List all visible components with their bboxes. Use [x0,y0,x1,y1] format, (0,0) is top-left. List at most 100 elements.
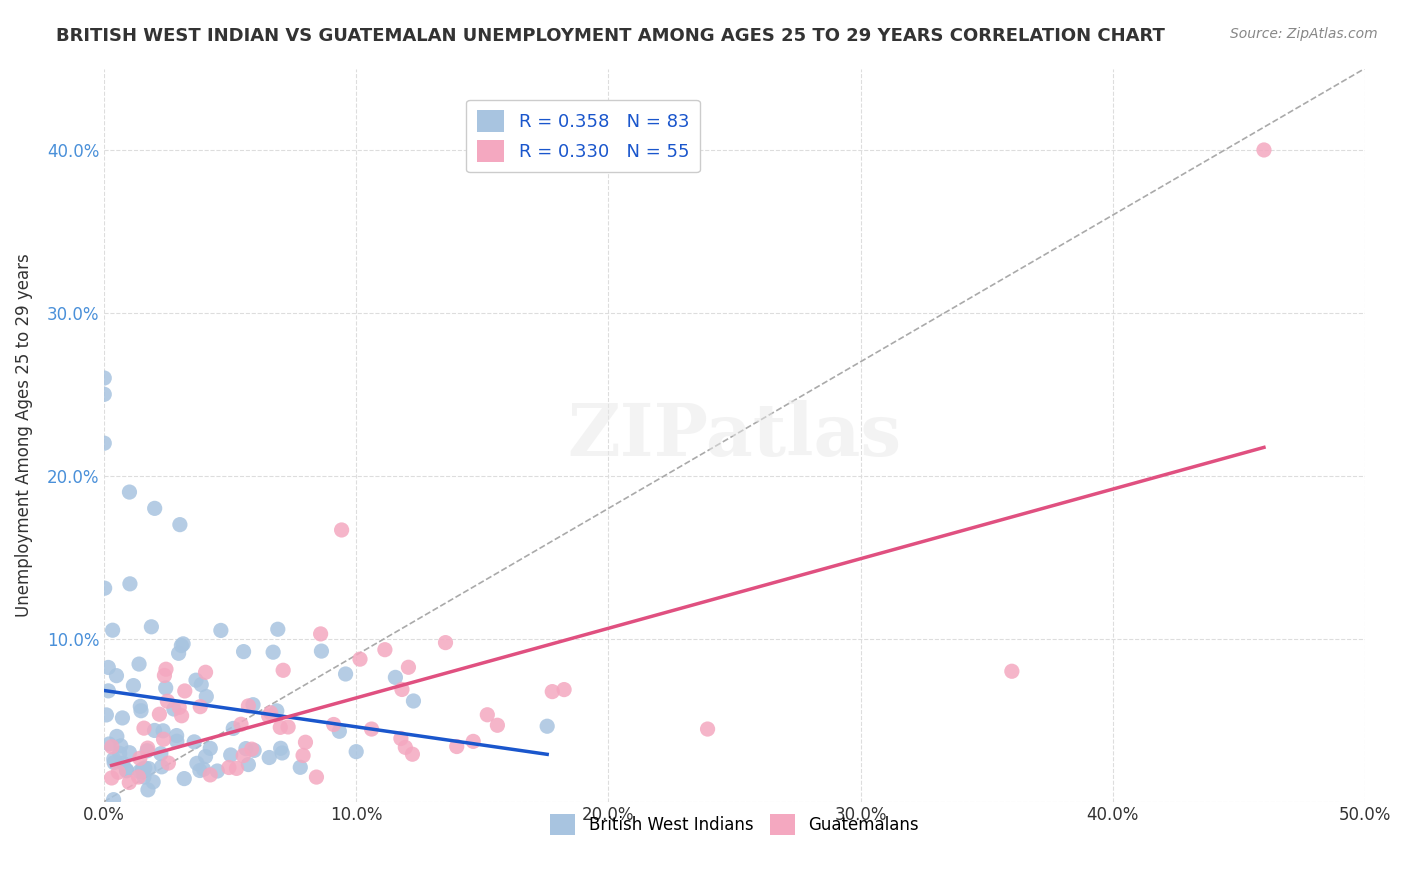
Point [155,681,177,695]
Point [266,704,288,718]
Point [322,717,344,731]
Point [128,770,150,784]
Point [101,624,124,638]
Point [153,668,176,682]
Point [360,722,382,736]
Point [434,635,457,649]
Point [155,662,177,676]
Point [238,698,260,713]
Point [132,721,155,735]
Point [225,761,247,775]
Point [118,746,141,760]
Point [536,719,558,733]
Point [294,735,316,749]
Point [110,739,132,753]
Point [541,684,564,698]
Point [553,682,575,697]
Point [269,720,291,734]
Point [391,682,413,697]
Point [152,723,174,738]
Point [257,709,280,723]
Point [111,711,134,725]
Point [194,665,217,680]
Point [156,694,179,708]
Point [271,663,294,677]
Point [207,764,229,778]
Point [257,750,280,764]
Point [166,734,188,748]
Point [183,735,205,749]
Point [186,756,208,771]
Point [128,764,150,779]
Point [101,739,124,754]
Point [486,718,509,732]
Point [170,708,193,723]
Point [401,747,423,762]
Point [267,622,290,636]
Point [330,523,353,537]
Point [335,667,357,681]
Point [229,717,252,731]
Point [446,739,468,754]
Point [152,732,174,747]
Point [277,720,299,734]
Point [105,730,128,744]
Point [305,770,328,784]
Point [311,644,333,658]
Point [240,742,263,756]
Point [103,752,125,766]
Point [477,707,499,722]
Point [98,737,121,751]
Point [1001,665,1024,679]
Point [129,704,152,718]
Point [243,743,266,757]
Point [209,624,232,638]
Point [115,763,138,777]
Point [148,707,170,722]
Point [222,722,245,736]
Point [235,741,257,756]
Point [93,387,115,401]
Point [402,694,425,708]
Point [290,760,312,774]
Point [170,639,193,653]
Point [136,741,159,756]
Point [218,760,240,774]
Point [108,747,131,761]
Point [1253,143,1275,157]
Point [100,771,122,785]
Point [309,627,332,641]
Point [262,645,284,659]
Point [111,756,134,771]
Point [118,485,141,500]
Point [167,700,190,714]
Point [96,707,118,722]
Point [143,723,166,738]
Point [219,747,242,762]
Point [173,772,195,786]
Point [103,792,125,806]
Point [118,577,141,591]
Point [271,746,294,760]
Point [93,581,115,595]
Point [696,722,718,736]
Point [150,760,173,774]
Point [238,757,260,772]
Point [132,770,155,784]
Text: Source: ZipAtlas.com: Source: ZipAtlas.com [1230,27,1378,41]
Point [389,731,412,746]
Point [172,637,194,651]
Text: BRITISH WEST INDIAN VS GUATEMALAN UNEMPLOYMENT AMONG AGES 25 TO 29 YEARS CORRELA: BRITISH WEST INDIAN VS GUATEMALAN UNEMPL… [56,27,1166,45]
Point [232,644,254,658]
Point [138,762,160,776]
Point [163,702,186,716]
Y-axis label: Unemployment Among Ages 25 to 29 years: Unemployment Among Ages 25 to 29 years [15,253,32,617]
Text: ZIPatlas: ZIPatlas [568,400,901,471]
Point [190,677,212,691]
Point [374,642,396,657]
Point [122,679,145,693]
Point [259,706,281,720]
Point [136,782,159,797]
Point [169,517,191,532]
Point [97,684,120,698]
